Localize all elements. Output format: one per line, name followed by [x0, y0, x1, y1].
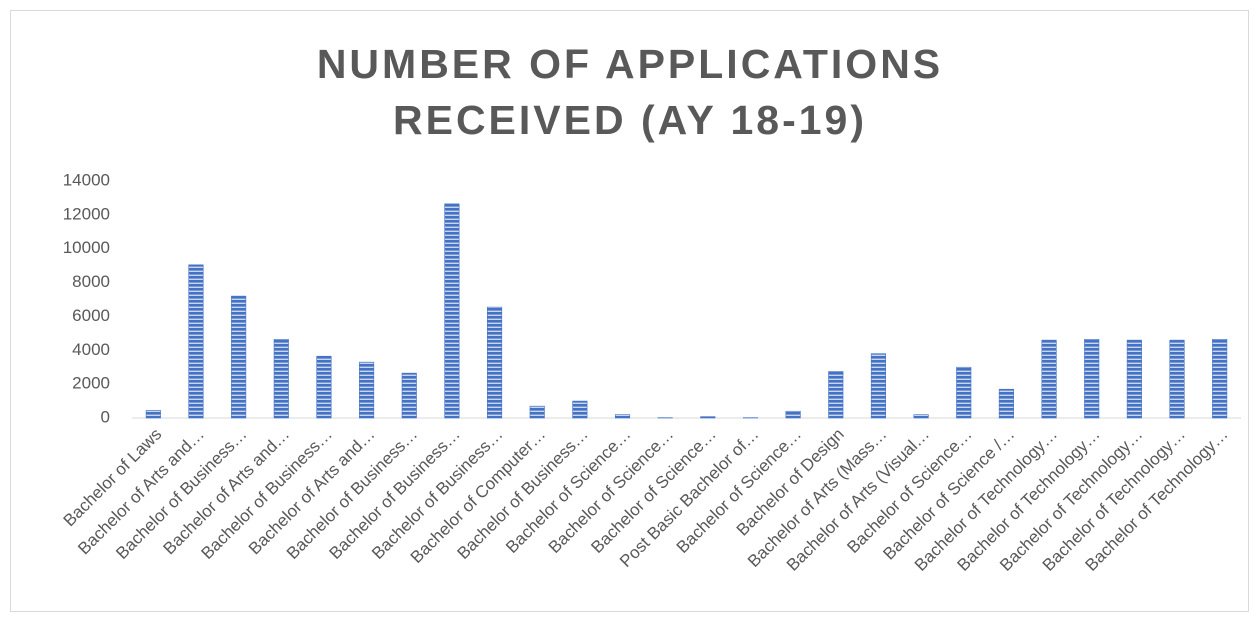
bar: [444, 203, 460, 419]
bar: [1212, 338, 1228, 419]
bar: [572, 400, 588, 419]
bar: [1126, 339, 1142, 419]
bar: [870, 353, 886, 419]
y-tick-label: 12000: [63, 204, 110, 223]
bar: [785, 410, 801, 419]
bar: [700, 416, 716, 419]
y-tick-label: 2000: [72, 374, 110, 393]
bar: [231, 295, 247, 419]
bar: [1169, 339, 1185, 419]
bar: [913, 414, 929, 419]
y-tick-label: 8000: [72, 272, 110, 291]
bar: [188, 264, 204, 419]
chart-border: [10, 10, 1249, 612]
y-tick-label: 6000: [72, 306, 110, 325]
y-tick-label: 10000: [63, 238, 110, 257]
y-tick-label: 4000: [72, 340, 110, 359]
bar: [316, 355, 332, 419]
bar: [529, 405, 545, 419]
bar: [614, 414, 631, 419]
y-tick-label: 14000: [63, 170, 110, 189]
bar: [145, 410, 161, 419]
bar: [401, 372, 417, 419]
chart-title: NUMBER OF APPLICATIONS RECEIVED (AY 18-1…: [316, 41, 944, 143]
y-tick-label: 0: [101, 407, 110, 426]
bar: [998, 388, 1014, 419]
bar: [1084, 338, 1100, 419]
bar: [828, 371, 844, 419]
bar: [273, 338, 289, 419]
bar: [956, 366, 972, 419]
bar: [359, 361, 375, 419]
bar: [487, 306, 503, 419]
bar: [1041, 339, 1057, 419]
